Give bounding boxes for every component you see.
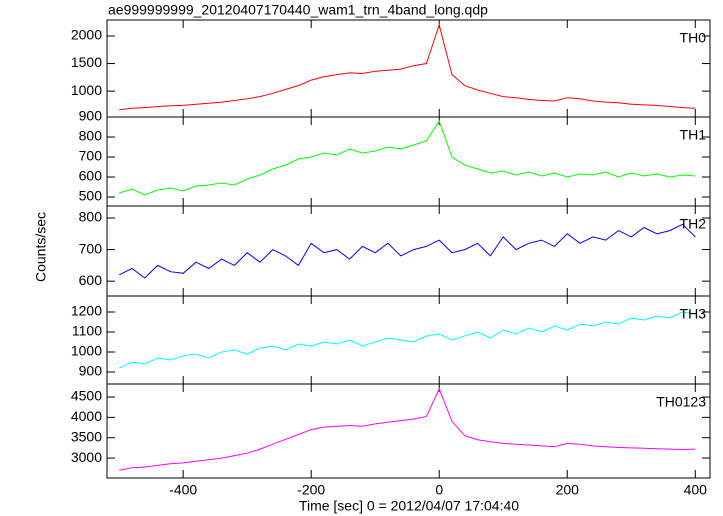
y-tick-label: 4000 <box>71 408 102 424</box>
y-tick-label: 800 <box>79 128 103 144</box>
y-tick-label: 1200 <box>71 303 102 319</box>
x-tick-label: 200 <box>556 482 580 498</box>
x-tick-label: -200 <box>297 482 325 498</box>
panel-frame <box>106 383 711 479</box>
x-tick-label: 400 <box>684 482 708 498</box>
y-axis-label: Counts/sec <box>33 212 49 282</box>
series-line <box>119 387 696 471</box>
legend-label: TH0 <box>680 30 707 46</box>
y-tick-label: 600 <box>79 168 103 184</box>
legend-label: TH1 <box>680 127 707 143</box>
y-tick-label: 1500 <box>71 54 102 70</box>
legend-label: TH3 <box>680 306 707 322</box>
y-tick-label: 1000 <box>71 343 102 359</box>
series-line <box>119 23 696 111</box>
y-tick-label: 3500 <box>71 428 102 444</box>
legend-label: TH0123 <box>656 394 706 410</box>
y-tick-label: 700 <box>79 240 103 256</box>
x-tick-label: 0 <box>435 482 443 498</box>
y-tick-label: 2000 <box>71 27 102 43</box>
x-axis-label: Time [sec] 0 = 2012/04/07 17:04:40 <box>299 498 519 514</box>
chart-title: ae999999999_20120407170440_wam1_trn_4ban… <box>108 2 488 18</box>
x-tick-label: -400 <box>169 482 197 498</box>
y-tick-label: 1100 <box>72 323 102 339</box>
series-line <box>118 223 696 279</box>
series-line <box>119 119 696 196</box>
y-tick-label: 600 <box>79 272 103 288</box>
y-tick-label: 500 <box>79 188 103 204</box>
y-tick-label: 900 <box>79 363 103 379</box>
y-tick-label: 900 <box>79 108 103 124</box>
panel-frame <box>106 295 711 385</box>
series-line <box>118 311 696 369</box>
panel-frame <box>106 116 711 207</box>
y-tick-label: 700 <box>79 148 103 164</box>
y-tick-label: 800 <box>79 209 103 225</box>
legend-label: TH2 <box>680 216 707 232</box>
y-tick-label: 4500 <box>71 388 102 404</box>
y-tick-label: 1000 <box>71 82 102 98</box>
panel-frame <box>106 205 711 297</box>
y-tick-label: 3000 <box>71 449 102 465</box>
